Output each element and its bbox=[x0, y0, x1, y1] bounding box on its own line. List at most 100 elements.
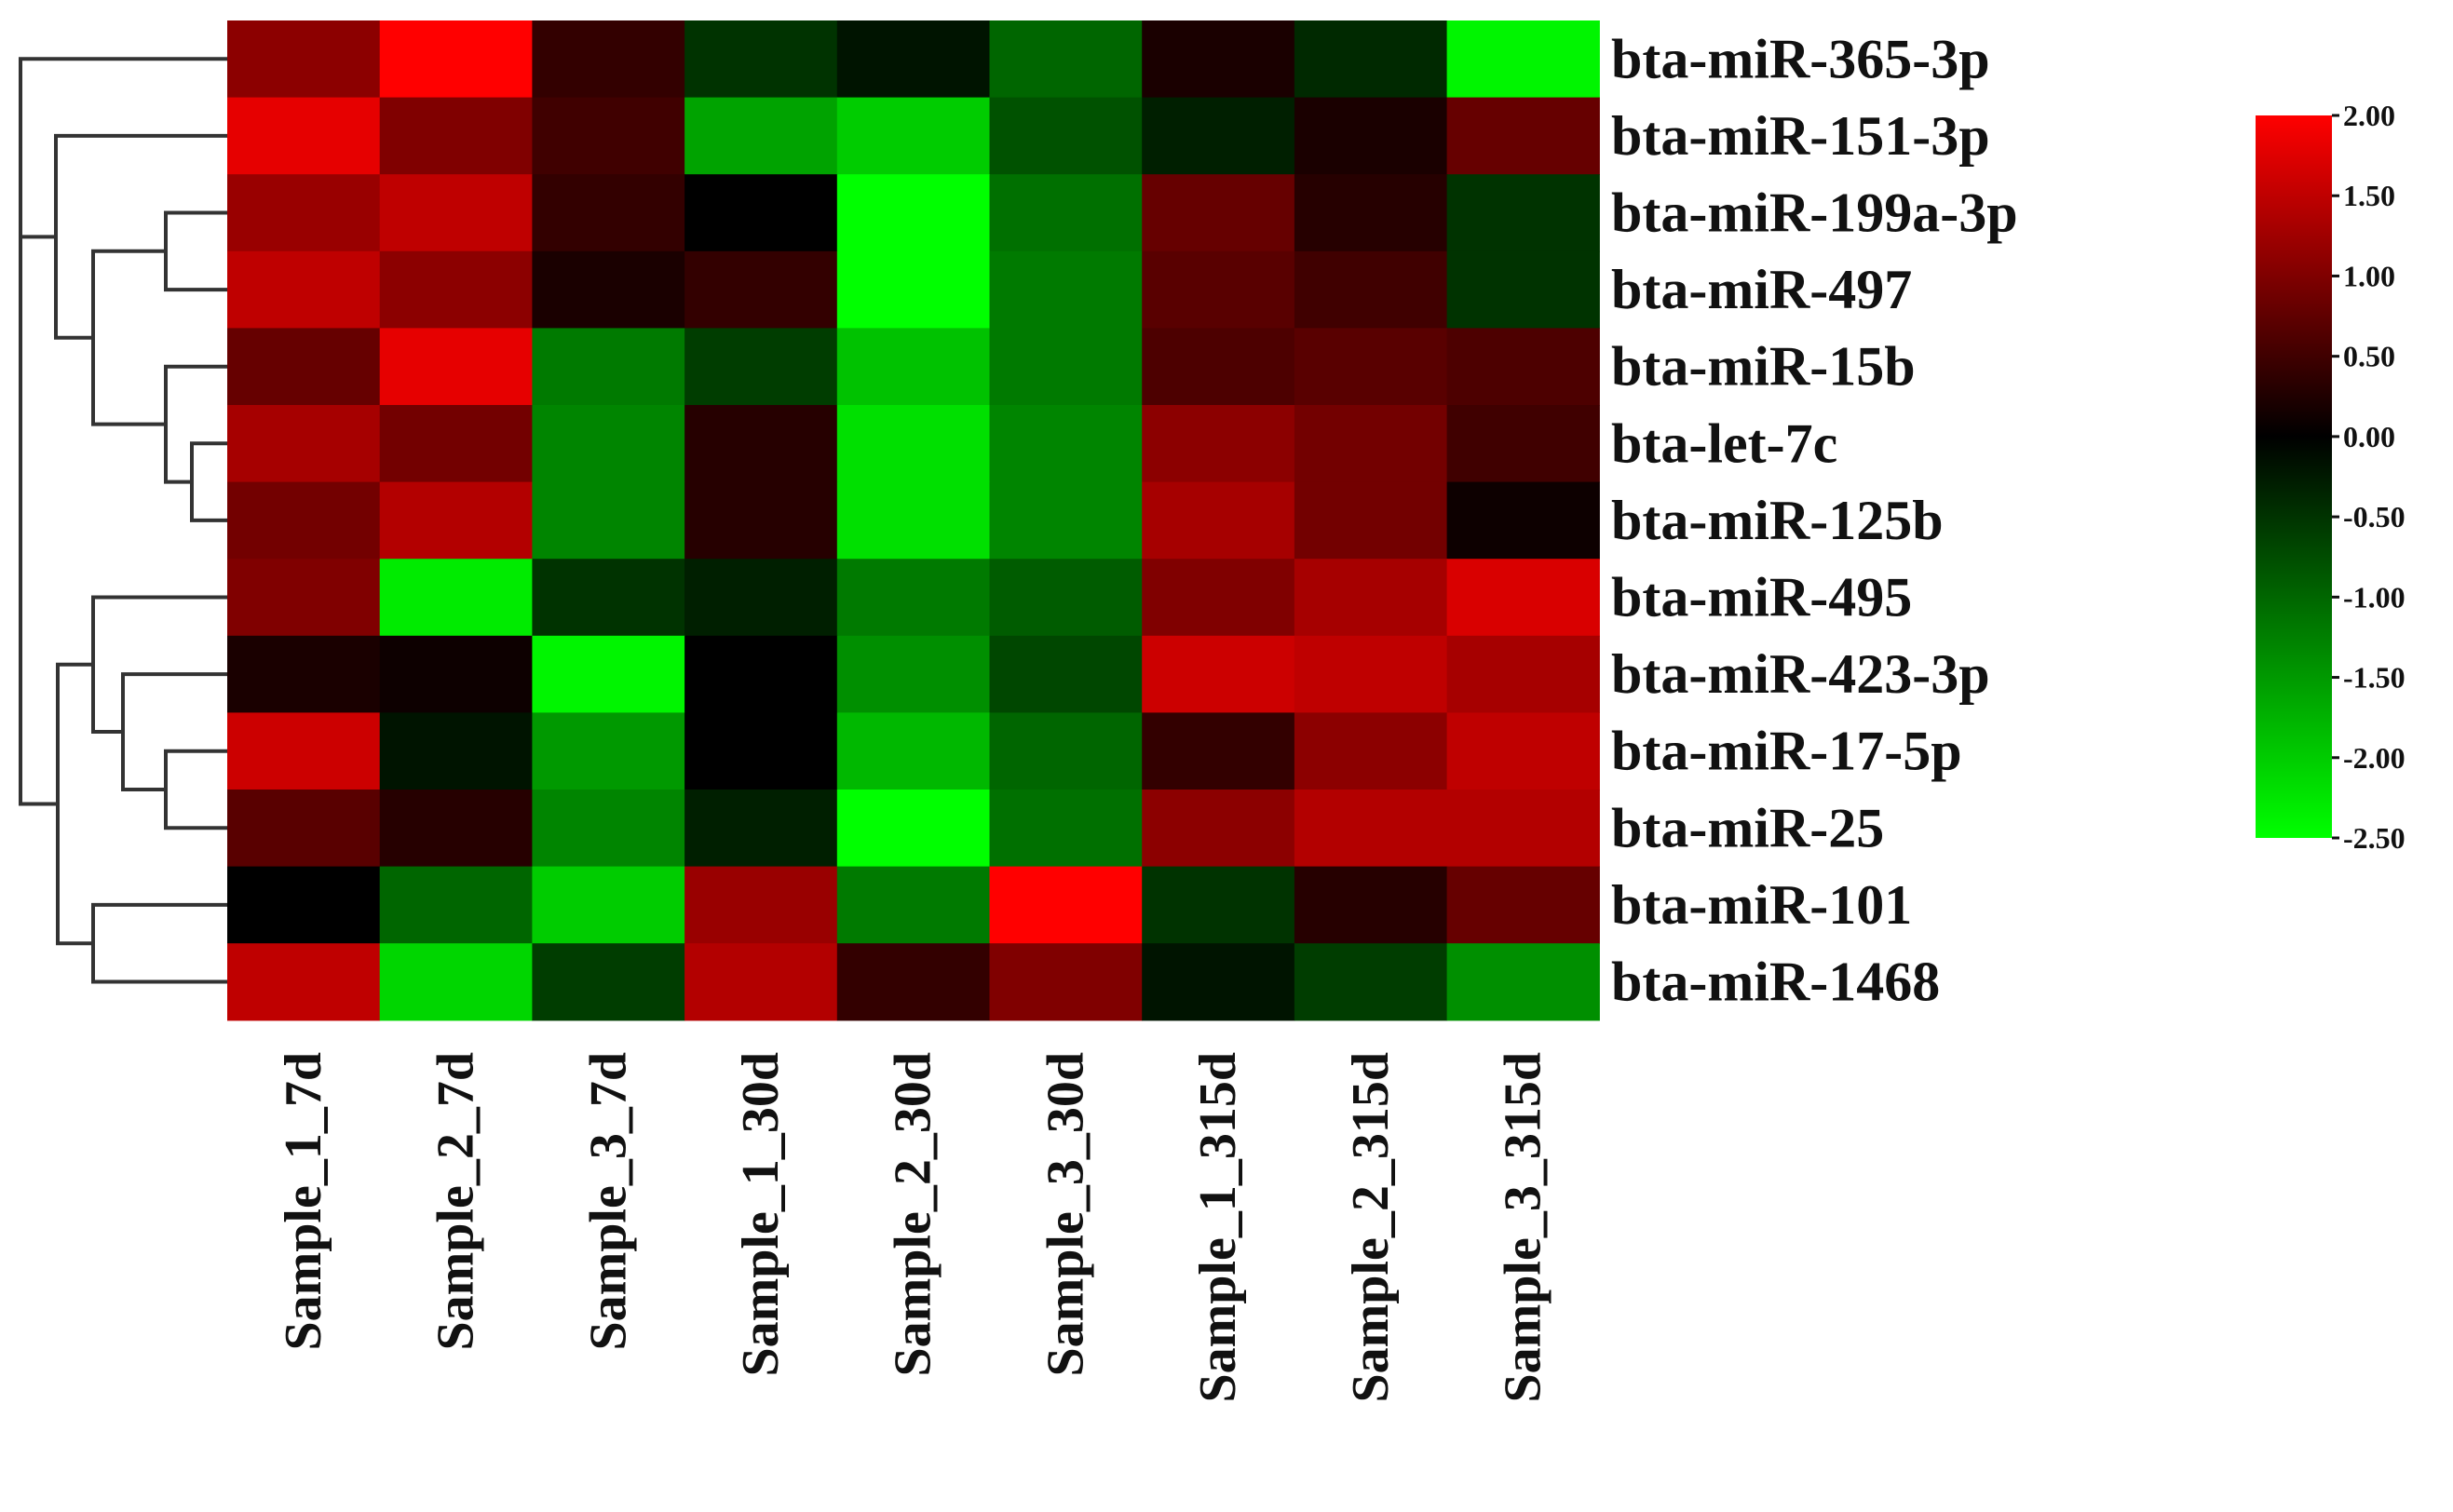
heatmap-cell bbox=[227, 943, 381, 1021]
heatmap-cell bbox=[684, 559, 838, 637]
heatmap-cell bbox=[1446, 790, 1600, 868]
column-label: Sample_1_315d bbox=[1189, 1052, 1247, 1403]
row-label: bta-miR-125b bbox=[1611, 490, 1944, 551]
heatmap-cell bbox=[532, 559, 685, 637]
heatmap-cell bbox=[836, 866, 991, 944]
heatmap-cell bbox=[836, 712, 991, 790]
heatmap-cell bbox=[684, 174, 838, 252]
row-label: bta-miR-25 bbox=[1611, 797, 1884, 858]
heatmap-cell bbox=[1446, 943, 1600, 1021]
heatmap-cell bbox=[227, 559, 381, 637]
heatmap-cell bbox=[379, 405, 533, 483]
heatmap-cell bbox=[532, 943, 685, 1021]
heatmap-cell bbox=[532, 635, 685, 713]
color-scale-ticks: 2.00 1.50 1.00 0.50 0.00 -0.50 -1.00 -1.50 -2.00… bbox=[2332, 99, 2406, 855]
heatmap-cell bbox=[1142, 20, 1295, 99]
heatmap-cell bbox=[1294, 635, 1448, 713]
heatmap-cell bbox=[379, 790, 533, 868]
color-scale-bar bbox=[2256, 115, 2332, 838]
heatmap-cell bbox=[532, 405, 685, 483]
row-label: bta-miR-101 bbox=[1611, 874, 1912, 936]
dendrogram-branch bbox=[19, 147, 58, 806]
dendrogram-branch bbox=[91, 595, 227, 735]
heatmap-cell bbox=[1294, 790, 1448, 868]
heatmap-cell bbox=[379, 20, 533, 99]
heatmap-cell bbox=[1294, 97, 1448, 175]
heatmap-cell bbox=[1446, 712, 1600, 790]
row-label: bta-miR-497 bbox=[1611, 259, 1912, 320]
heatmap-cell bbox=[227, 250, 381, 329]
heatmap-cell bbox=[1294, 20, 1448, 99]
column-labels: Sample_1_7d Sample_2_7d Sample_3_7d Sample_… bbox=[275, 1052, 1552, 1403]
heatmap-cell bbox=[227, 174, 381, 252]
heatmap-cell bbox=[379, 712, 533, 790]
heatmap-cell bbox=[989, 20, 1143, 99]
color-scale-tick-label: 1.50 bbox=[2343, 179, 2395, 212]
heatmap-cell bbox=[836, 97, 991, 175]
dendrogram-branch bbox=[164, 210, 227, 292]
heatmap-cell bbox=[379, 250, 533, 329]
color-scale-tick-label: 1.00 bbox=[2343, 259, 2395, 292]
heatmap-cell bbox=[1142, 712, 1295, 790]
heatmap-cell bbox=[532, 174, 685, 252]
heatmap-cell bbox=[684, 790, 838, 868]
heatmap-cell bbox=[684, 328, 838, 406]
heatmap-cell bbox=[684, 635, 838, 713]
color-scale-tick-label: 0.00 bbox=[2343, 420, 2395, 453]
heatmap-cell bbox=[684, 97, 838, 175]
heatmap-cell bbox=[989, 559, 1143, 637]
row-label: bta-miR-1468 bbox=[1611, 952, 1940, 1013]
heatmap-cell bbox=[684, 943, 838, 1021]
heatmap-cell bbox=[532, 866, 685, 944]
heatmap-cell bbox=[532, 790, 685, 868]
heatmap-cell bbox=[1294, 712, 1448, 790]
heatmap-cell bbox=[532, 712, 685, 790]
heatmap-cell bbox=[379, 635, 533, 713]
heatmap-cell bbox=[836, 481, 991, 560]
heatmap-cell bbox=[227, 405, 381, 483]
heatmap-cell bbox=[836, 559, 991, 637]
heatmap-cell bbox=[1446, 635, 1600, 713]
column-label: Sample_3_7d bbox=[579, 1052, 637, 1351]
heatmap-cell bbox=[227, 866, 381, 944]
heatmap-cell bbox=[379, 481, 533, 560]
heatmap-cell bbox=[1294, 943, 1448, 1021]
column-label: Sample_3_315d bbox=[1494, 1052, 1552, 1403]
heatmap-cell bbox=[532, 328, 685, 406]
heatmap-cell bbox=[1142, 481, 1295, 560]
color-scale-tick-label: -0.50 bbox=[2343, 500, 2406, 533]
heatmap-cell bbox=[1446, 481, 1600, 560]
heatmap-cell bbox=[1294, 174, 1448, 252]
heatmap-cell bbox=[1446, 559, 1600, 637]
heatmap-cell bbox=[532, 481, 685, 560]
heatmap-cell bbox=[684, 20, 838, 99]
heatmap-cell bbox=[684, 405, 838, 483]
dendrogram-branch bbox=[91, 902, 227, 984]
column-label: Sample_2_315d bbox=[1342, 1052, 1400, 1403]
dendrogram-branch bbox=[56, 662, 93, 946]
heatmap-cell bbox=[684, 481, 838, 560]
heatmap-cell bbox=[227, 20, 381, 99]
heatmap-cell bbox=[532, 20, 685, 99]
dendrogram-branch bbox=[91, 249, 166, 426]
heatmap-cell bbox=[532, 250, 685, 329]
heatmap-cell bbox=[1142, 790, 1295, 868]
row-label: bta-miR-151-3p bbox=[1611, 105, 1990, 167]
heatmap-cell bbox=[836, 250, 991, 329]
heatmap-cells bbox=[227, 20, 1600, 1021]
heatmap-cell bbox=[836, 405, 991, 483]
heatmap-cell bbox=[532, 97, 685, 175]
color-scale-tick-label: 0.50 bbox=[2343, 340, 2395, 373]
heatmap-cell bbox=[1446, 20, 1600, 99]
heatmap-cell bbox=[836, 328, 991, 406]
heatmap-cell bbox=[836, 174, 991, 252]
row-label: bta-miR-199a-3p bbox=[1611, 182, 2018, 244]
heatmap-cell bbox=[989, 174, 1143, 252]
heatmap-cell bbox=[989, 712, 1143, 790]
heatmap-cell bbox=[836, 20, 991, 99]
color-scale-tick-label: -2.50 bbox=[2343, 821, 2406, 855]
column-label: Sample_1_7d bbox=[275, 1052, 332, 1351]
heatmap-cell bbox=[1446, 405, 1600, 483]
color-scale-tick-label: 2.00 bbox=[2343, 99, 2395, 132]
